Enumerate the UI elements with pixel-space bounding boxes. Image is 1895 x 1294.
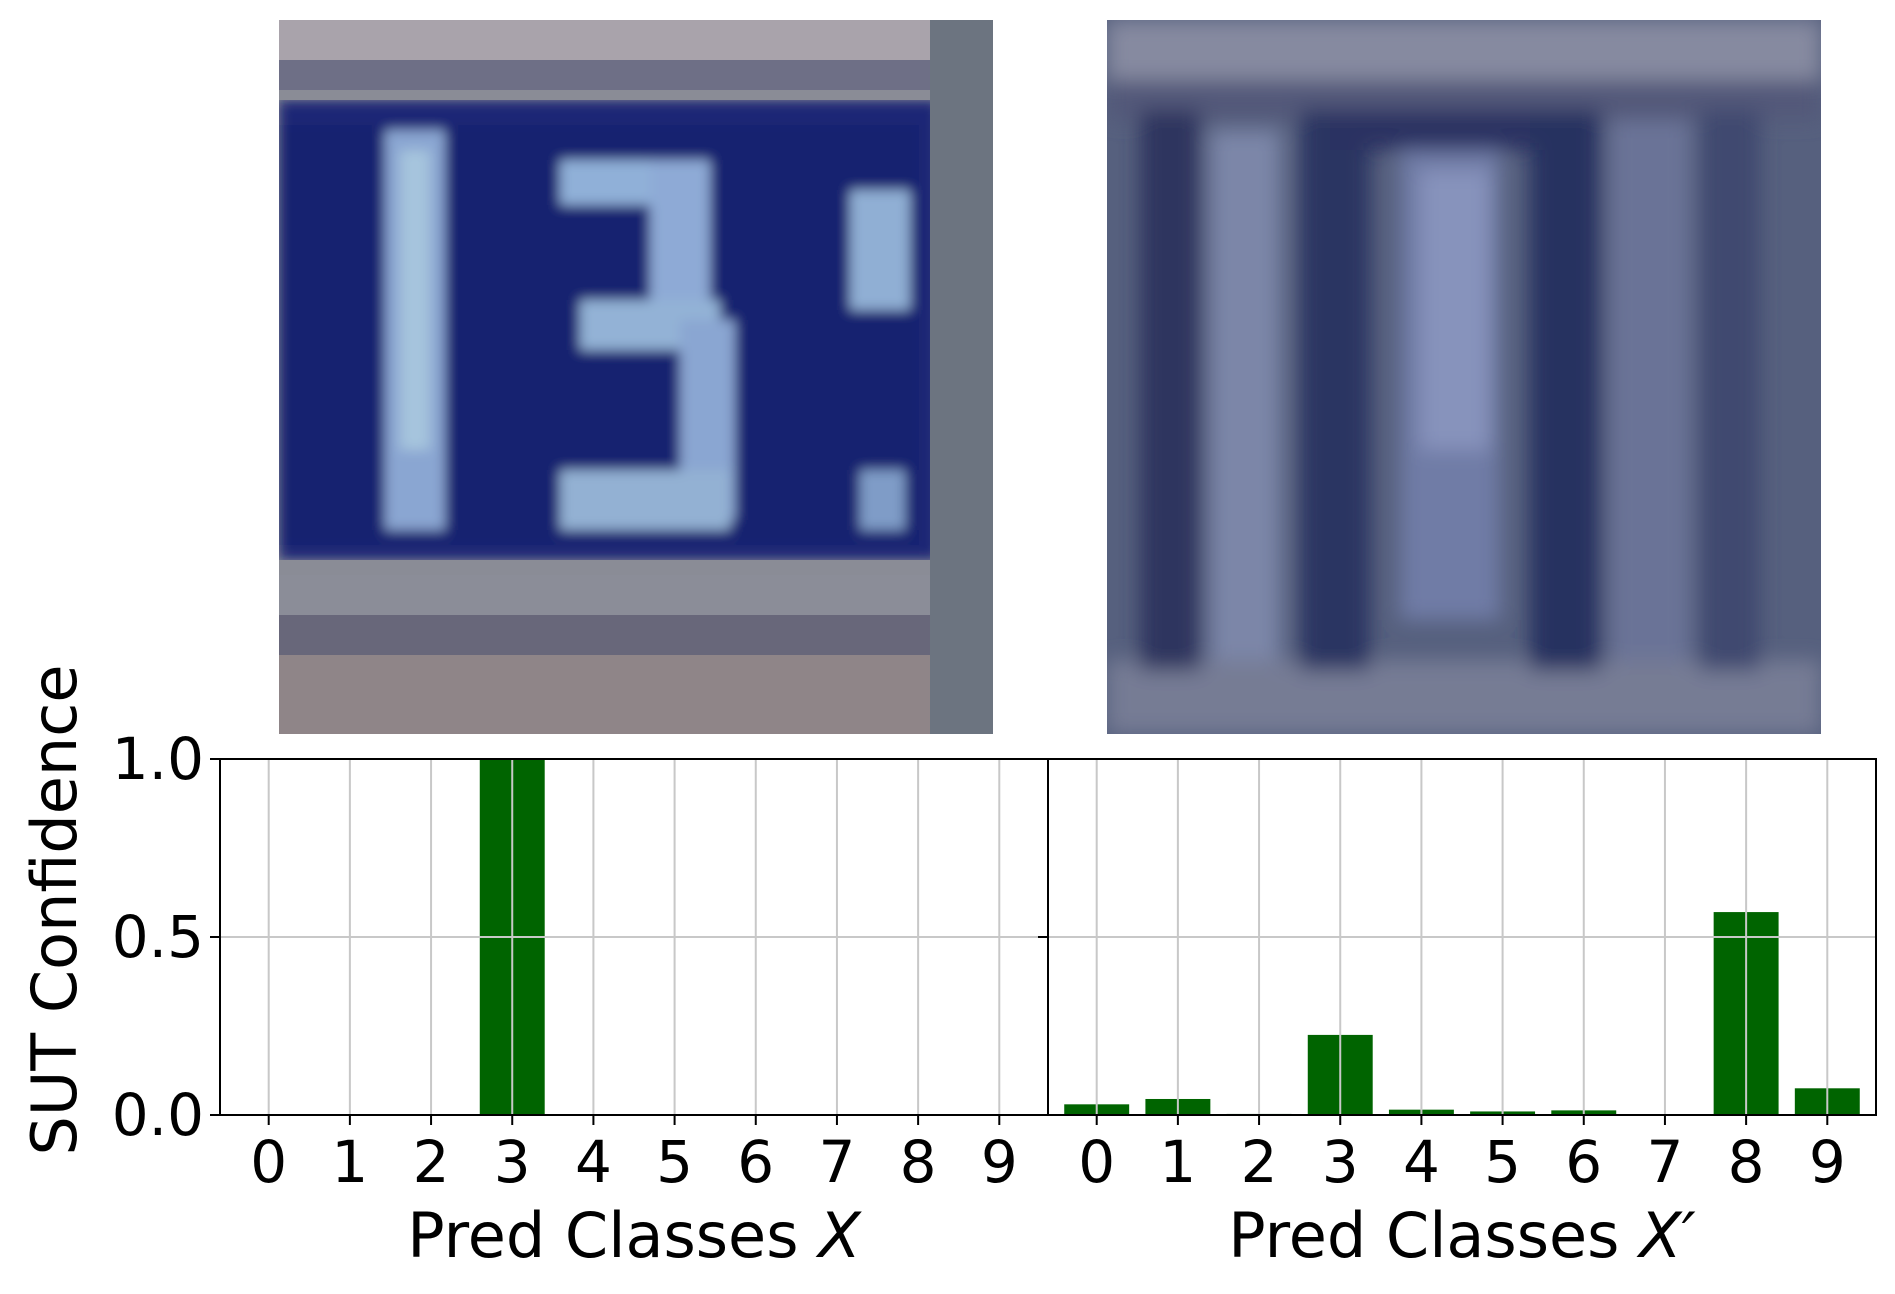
x-axis-label-right-var: X′: [1636, 1199, 1696, 1272]
x-tick-label: 8: [1728, 1128, 1765, 1196]
x-tick-label: 4: [1403, 1128, 1440, 1196]
bars-right: [1064, 912, 1860, 1115]
x-tick-label: 3: [1322, 1128, 1359, 1196]
input-image-original: [279, 20, 993, 734]
x-tick-label: 0: [1078, 1128, 1115, 1196]
x-tick-label: 1: [1159, 1128, 1196, 1196]
x-tick-label: 7: [1646, 1128, 1683, 1196]
x-tick-label: 4: [575, 1128, 612, 1196]
y-tick-marks-right: [1038, 758, 1048, 1116]
x-axis-label-left-var: X: [815, 1199, 862, 1272]
x-tick-label: 6: [737, 1128, 774, 1196]
x-tick-label: 3: [494, 1128, 531, 1196]
x-tick-label: 2: [413, 1128, 450, 1196]
x-tick-label: 2: [1241, 1128, 1278, 1196]
x-tick-label: 1: [331, 1128, 368, 1196]
x-tick-label: 0: [250, 1128, 287, 1196]
y-axis-label: SUT Confidence: [18, 665, 91, 1156]
x-tick-label: 8: [900, 1128, 937, 1196]
x-tick-label: 5: [1484, 1128, 1521, 1196]
x-tick-label: 6: [1565, 1128, 1602, 1196]
y-tick-label: 1.0: [112, 725, 204, 793]
y-tick-label: 0.0: [112, 1081, 204, 1149]
y-tick-label: 0.5: [112, 903, 204, 971]
x-tick-label: 7: [818, 1128, 855, 1196]
x-tick-label: 5: [656, 1128, 693, 1196]
grid-left: [220, 758, 1048, 1116]
x-tick-label: 9: [1809, 1128, 1846, 1196]
x-axis-label-left-text: Pred Classes: [407, 1199, 818, 1272]
x-axis-label-left: Pred Classes X: [407, 1199, 862, 1272]
x-tick-label: 9: [981, 1128, 1018, 1196]
x-axis-label-right-text: Pred Classes: [1228, 1199, 1639, 1272]
input-image-perturbed: [1107, 20, 1821, 734]
x-axis-label-right: Pred Classes X′: [1228, 1199, 1695, 1272]
y-ticks-left: 0.0 0.5 1.0: [112, 725, 220, 1149]
